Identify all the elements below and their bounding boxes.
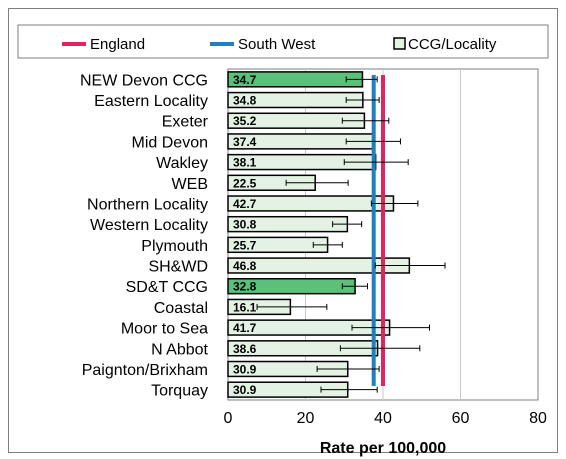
- x-tick-label: 0: [224, 410, 233, 427]
- category-label: Exeter: [162, 114, 209, 131]
- category-label: Western Locality: [90, 217, 208, 234]
- category-label: SD&T CCG: [126, 279, 208, 296]
- data-label: 42.7: [233, 197, 257, 211]
- x-tick-label: 20: [297, 410, 315, 427]
- x-tick-label: 60: [452, 410, 470, 427]
- x-axis-title: Rate per 100,000: [320, 440, 446, 457]
- data-label: 25.7: [233, 238, 257, 252]
- bars: [227, 71, 411, 398]
- data-label: 46.8: [233, 259, 257, 273]
- legend-ccg-label: CCG/Locality: [408, 36, 497, 53]
- data-label: 38.6: [233, 342, 257, 356]
- data-label: 41.7: [233, 321, 257, 335]
- data-label: 16.1: [233, 300, 257, 314]
- category-label: Mid Devon: [132, 134, 208, 151]
- category-label: Paignton/Brixham: [82, 362, 208, 379]
- data-label: 30.9: [233, 362, 257, 376]
- category-label: Moor to Sea: [121, 321, 208, 338]
- data-label: 32.8: [233, 280, 257, 294]
- reference-lines: [371, 75, 385, 386]
- legend-south-west-label: South West: [238, 36, 316, 53]
- data-label: 22.5: [233, 176, 257, 190]
- legend-ccg-marker: [393, 37, 406, 50]
- x-axis-ticks: 0 20 40 60 80: [224, 410, 547, 427]
- category-label: WEB: [172, 176, 208, 193]
- category-labels: NEW Devon CCG Eastern Locality Exeter Mid D…: [80, 72, 209, 399]
- category-label: Eastern Locality: [94, 93, 208, 110]
- data-label: 34.7: [233, 73, 257, 87]
- error-bars: [256, 76, 446, 393]
- legend-box: [17, 24, 549, 59]
- data-label: 37.4: [233, 135, 257, 149]
- data-label: 30.9: [233, 383, 257, 397]
- x-tick-label: 80: [529, 410, 547, 427]
- data-label: 38.1: [233, 156, 257, 170]
- category-label: Coastal: [154, 300, 208, 317]
- category-label: Northern Locality: [87, 196, 208, 213]
- category-label: N Abbot: [151, 341, 208, 358]
- category-label: Plymouth: [141, 238, 208, 255]
- x-tick-label: 40: [374, 410, 392, 427]
- category-label: NEW Devon CCG: [80, 72, 208, 89]
- category-label: Wakley: [156, 155, 208, 172]
- category-label: SH&WD: [148, 259, 208, 276]
- data-label: 35.2: [233, 114, 257, 128]
- data-label: 34.8: [233, 94, 257, 108]
- data-labels: 34.7 34.8 35.2 37.4 38.1 22.5 42.7 30.8 25.7 46.8…: [233, 73, 257, 397]
- data-label: 30.8: [233, 218, 257, 232]
- category-label: Torquay: [151, 383, 208, 400]
- legend: England South West CCG/Locality: [17, 24, 549, 59]
- legend-england-label: England: [90, 36, 145, 53]
